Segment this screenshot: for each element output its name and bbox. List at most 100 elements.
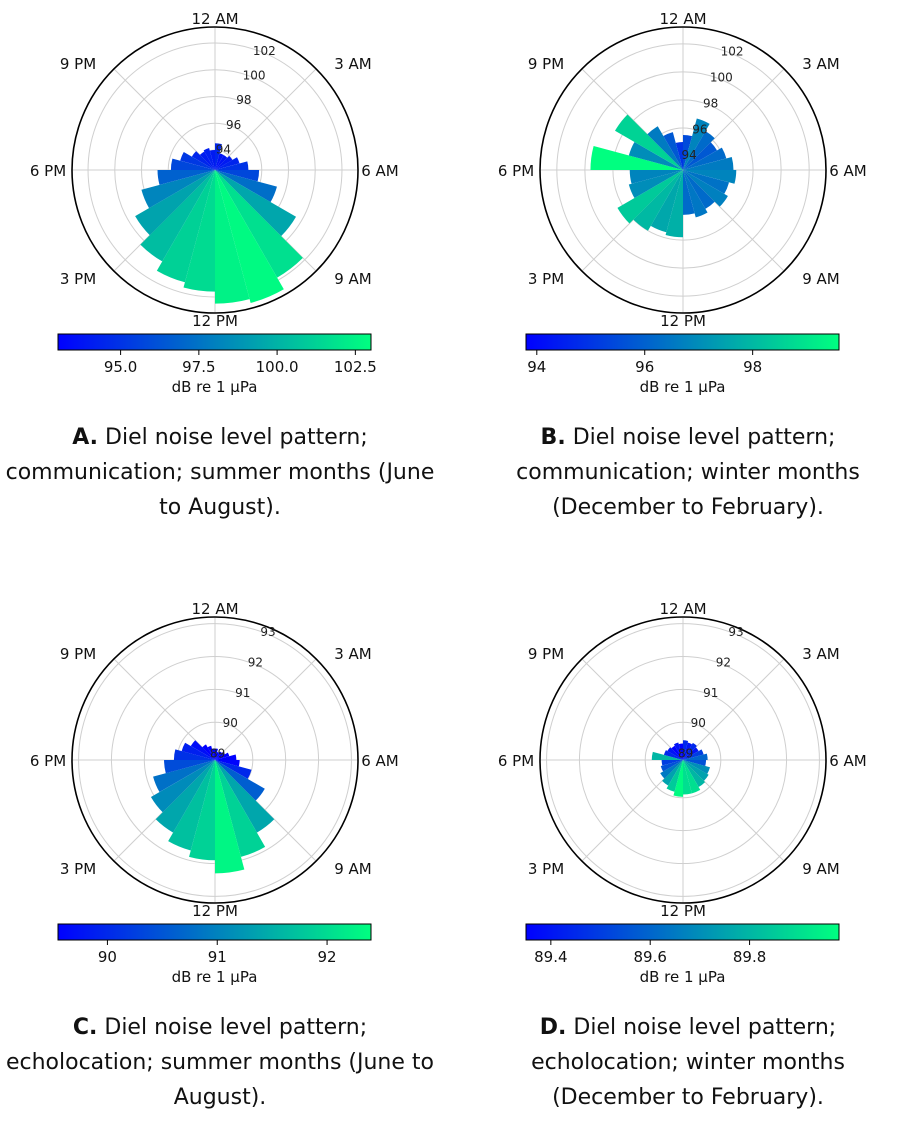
theta-label: 12 AM [191,600,238,618]
polar-bar-hour-7 [215,760,252,779]
theta-label: 3 AM [802,55,840,73]
caption-b: B. Diel noise level pattern; communicati… [468,420,908,525]
radial-tick-label: 89 [678,747,693,761]
polar-bar-hour-6 [683,170,737,184]
polar-chart-b: 94 96 98 100 102 12 AM 3 AM 6 AM 9 AM 12 PM 3 PM 6 … [498,10,867,396]
polar-bar-hour-12 [665,170,683,238]
polar-bar-hour-11 [683,760,692,795]
polar-bar-hour-8 [215,170,297,237]
theta-label: 12 PM [660,312,706,330]
caption-label-a: A. [72,425,99,450]
polar-bar-hour-9 [683,170,715,209]
polar-bar-hour-1 [683,118,710,170]
polar-bar-hour-0 [215,143,222,170]
angular-grid-line [581,658,684,761]
polar-bar-hour-18 [651,751,683,760]
radial-tick-label: 94 [681,148,696,162]
colorbar-tick-label: 92 [318,948,337,966]
polar-bar-hour-8 [683,760,709,781]
radial-tick-label: 93 [260,625,275,639]
colorbar-label: dB re 1 μPa [172,968,258,986]
polar-bar-hour-7 [683,170,730,194]
colorbar [525,923,840,941]
polar-bar-hour-13 [666,760,683,792]
polar-bar-hour-8 [215,760,265,801]
polar-bar-hour-20 [191,151,215,170]
theta-label: 3 AM [334,645,372,663]
polar-bar-hour-19 [663,750,683,760]
theta-label: 12 PM [192,312,238,330]
theta-label: 3 PM [528,860,564,878]
polar-bar-hour-18 [590,146,683,170]
polar-bar-hour-1 [683,742,693,760]
polar-bar-hour-20 [190,740,215,760]
polar-bar-hour-2 [683,742,697,760]
polar-bar-hour-6 [683,760,707,766]
angular-grid-line [682,658,785,761]
colorbar-tick-label: 89.4 [534,948,567,966]
polar-bar-hour-16 [153,760,215,793]
polar-bar-hour-7 [683,760,710,774]
polar-bar-hour-11 [215,760,245,874]
theta-label: 6 AM [361,162,399,180]
polar-bar-hour-10 [215,760,266,857]
polar-bar-hour-0 [215,748,218,760]
theta-label: 6 AM [829,162,867,180]
polar-bar-hour-22 [673,742,683,760]
colorbar-tick-label: 96 [635,358,654,376]
radial-tick-label: 91 [703,686,718,700]
theta-label: 12 PM [192,902,238,920]
radial-tick-label: 100 [243,69,266,83]
angular-grid-line [113,658,216,761]
polar-bar-hour-23 [678,743,683,760]
polar-bar-hour-17 [157,170,215,185]
colorbar-tick-label: 100.0 [256,358,299,376]
polar-bar-hour-6 [215,170,260,182]
theta-label: 3 PM [528,270,564,288]
polar-bar-hour-17 [629,170,683,184]
polar-bar-hour-4 [683,147,727,170]
polar-bar-hour-5 [215,754,237,760]
theta-label: 9 PM [528,645,564,663]
theta-label: 6 PM [498,752,534,770]
colorbar-tick-label: 91 [208,948,227,966]
polar-chart-d: 89 90 91 92 93 12 AM 3 AM 6 AM 9 AM 12 PM 3 PM 6 PM… [498,600,867,986]
radial-tick-label: 89 [210,747,225,761]
angular-grid-line [214,68,317,171]
radial-tick-label: 94 [216,143,231,157]
colorbar-tick-label: 89.8 [733,948,766,966]
chart-panel-a: 94 96 98 100 102 12 AM 3 AM 6 AM 9 AM 12 PM 3 PM 6 … [0,0,440,545]
theta-label: 6 PM [30,752,66,770]
theta-label: 9 PM [60,55,96,73]
polar-bar-hour-1 [215,752,220,760]
polar-bar-hour-0 [683,740,689,760]
polar-bar-hour-16 [628,170,683,199]
colorbar-tick-label: 89.6 [634,948,667,966]
polar-bar-hour-4 [215,752,230,760]
radial-tick-label: 93 [728,625,743,639]
polar-chart-c: 89 90 91 92 93 12 AM 3 AM 6 AM 9 AM 12 PM 3 PM 6 PM… [30,600,399,986]
caption-text-a: Diel noise level pattern; communication;… [5,425,435,520]
polar-bar-hour-13 [156,170,215,283]
theta-label: 9 AM [802,270,840,288]
polar-bar-hour-22 [203,148,215,170]
theta-label: 6 PM [498,162,534,180]
radial-tick-label: 102 [721,45,744,59]
polar-bar-hour-2 [215,154,228,170]
polar-bar-hour-19 [180,151,215,170]
radial-tick-label: 90 [223,716,238,730]
polar-bar-hour-15 [135,170,215,236]
polar-bar-hour-9 [683,760,706,788]
caption-label-d: D. [539,1015,567,1040]
polar-bar-hour-10 [683,760,701,794]
polar-bar-hour-8 [683,170,728,207]
theta-label: 3 PM [60,270,96,288]
colorbar-tick-label: 95.0 [104,358,137,376]
caption-text-b: Diel noise level pattern; communication;… [516,425,860,520]
polar-bar-hour-23 [675,141,683,170]
polar-bar-hour-18 [170,158,215,170]
polar-bar-hour-23 [212,748,215,760]
polar-bar-hour-11 [683,170,695,215]
theta-label: 9 AM [802,860,840,878]
polar-bar-hour-14 [662,760,683,786]
